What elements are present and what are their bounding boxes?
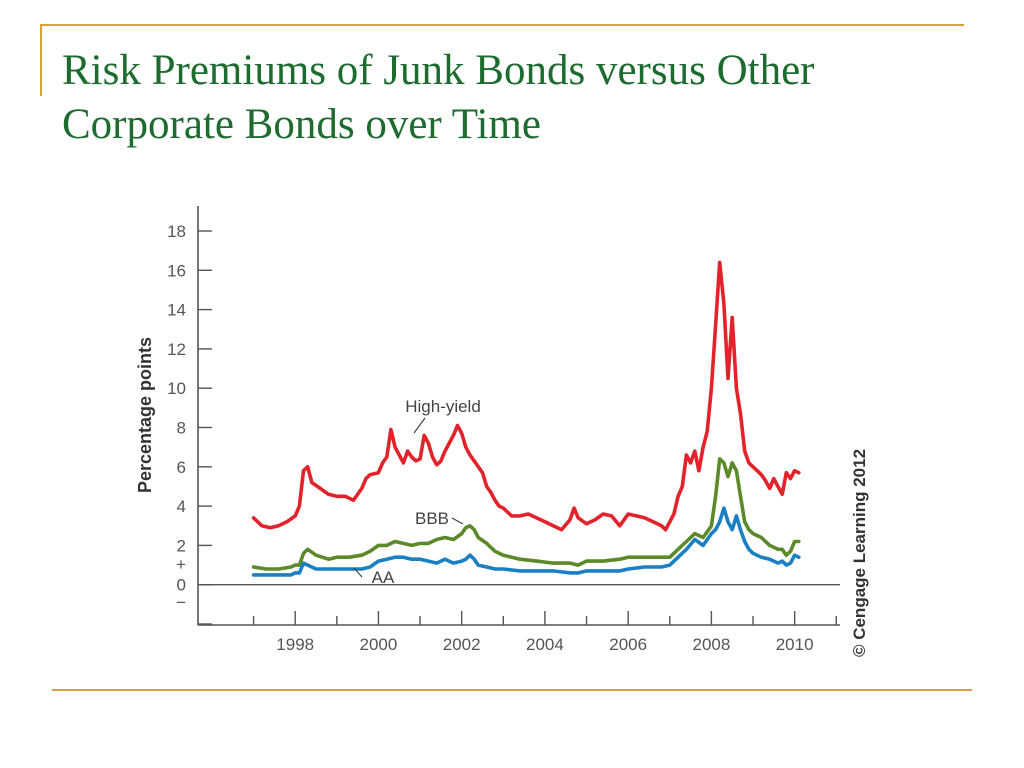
chart-labels: Percentage points High-yield BBB AA © Cengag… <box>135 337 869 657</box>
high-yield-label: High-yield <box>405 397 481 416</box>
x-tick-label: 2000 <box>360 635 398 654</box>
y-negative-sign-label: − <box>176 593 186 612</box>
x-tick-label: 2002 <box>443 635 481 654</box>
slide-title-line-2: Corporate Bonds over Time <box>62 101 541 148</box>
y-tick-label: 14 <box>167 301 186 320</box>
slide-title-line-1: Risk Premiums of Junk Bonds versus Other <box>62 47 815 94</box>
bottom-accent-rule <box>52 689 972 691</box>
y-tick-label: 8 <box>177 419 186 438</box>
y-tick-label: 6 <box>177 458 186 477</box>
x-tick-label: 2006 <box>609 635 647 654</box>
y-positive-sign-label: + <box>176 555 186 574</box>
y-tick-label: 4 <box>177 497 186 516</box>
left-accent-rule <box>40 24 42 96</box>
y-axis-title: Percentage points <box>135 337 155 493</box>
x-tick-label: 2010 <box>776 635 814 654</box>
x-tick-label: 2008 <box>692 635 730 654</box>
chart-ticks: 0 2 4 6 8 10 12 14 16 18 + − 1998 2000 2002 2004 2006 200… <box>167 222 837 654</box>
bbb-label: BBB <box>415 509 449 528</box>
x-tick-label: 2004 <box>526 635 564 654</box>
y-tick-label: 2 <box>177 536 186 555</box>
aa-label-leader <box>353 567 363 578</box>
chart-series-lines <box>251 260 801 577</box>
chart-axes <box>197 206 840 626</box>
slide-title: Risk Premiums of Junk Bonds versus Other… <box>62 44 962 152</box>
y-tick-label: 16 <box>167 261 186 280</box>
top-accent-rule <box>40 24 964 26</box>
y-tick-label: 12 <box>167 340 186 359</box>
series-line-bbb <box>251 457 801 571</box>
aa-label: AA <box>372 568 395 587</box>
high-yield-label-leader <box>413 417 426 434</box>
series-line-high-yield <box>251 260 801 532</box>
bbb-label-leader <box>451 517 464 525</box>
y-tick-label: 10 <box>167 379 186 398</box>
copyright-label: © Cengage Learning 2012 <box>850 449 869 657</box>
y-tick-label: 18 <box>167 222 186 241</box>
y-tick-label: 0 <box>177 576 186 595</box>
x-tick-label: 1998 <box>276 635 314 654</box>
series-line-aa <box>251 506 801 577</box>
